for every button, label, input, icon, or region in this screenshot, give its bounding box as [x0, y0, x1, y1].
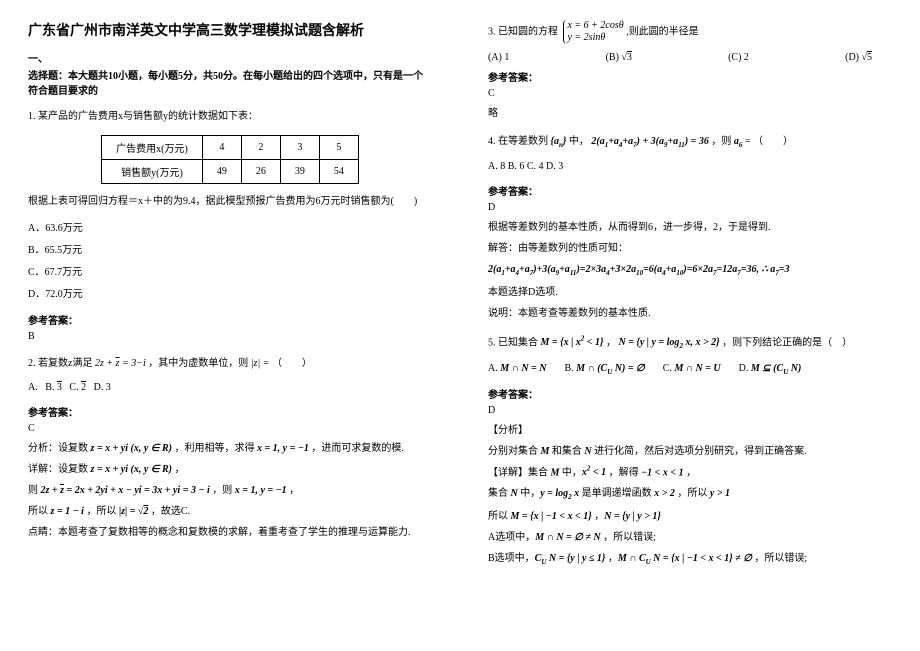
q3-stem: 3. 已知圆的方程 x = 6 + 2cosθ y = 2sinθ ,则此圆的半… — [488, 20, 892, 44]
q4-stem-a: 4. 在等差数列 {an} 中， — [488, 136, 589, 147]
q2-expl2-a: 详解：设复数 — [28, 464, 91, 475]
q2-stem-b: ，其中为虚数单位，则 — [148, 358, 251, 369]
table-cell: 3 — [280, 136, 319, 160]
q2-expl4: 所以 z = 1 − i ，所以 |z| = √2 ，故选C. — [28, 503, 432, 520]
q2-expl2: 详解：设复数 z = x + yi (x, y ∈ R) ， — [28, 461, 432, 478]
q5-opt-a: A. M ∩ N = N — [488, 361, 546, 378]
q3-stem-a: 3. 已知圆的方程 — [488, 26, 561, 37]
q3-answer-label: 参考答案： — [488, 69, 892, 84]
q3-opt-a: (A) 1 — [488, 52, 509, 63]
q2-expl5: 点睛：本题考查了复数相等的概念和复数模的求解，着重考查了学生的推理与运算能力. — [28, 524, 432, 541]
q5-expl1: 分别对集合 M 和集合 N 进行化简，然后对选项分别研究，得到正确答案. — [488, 443, 892, 460]
table-cell: 2 — [241, 136, 280, 160]
q5-c1: ， — [606, 337, 616, 348]
q4-options: A. 8 B. 6 C. 4 D. 3 — [488, 159, 892, 175]
q2-expl1-eq: z = x + yi (x, y ∈ R) — [91, 443, 172, 454]
table-cell: 39 — [280, 160, 319, 184]
q5-options: A. M ∩ N = N B. M ∩ (CU N) = ∅ C. M ∩ N … — [488, 361, 892, 378]
q2-expl2-b: ， — [174, 464, 184, 475]
q5-expl3: 所以 M = {x | −1 < x < 1} ，N = {y | y > 1} — [488, 508, 892, 525]
q4-stem-b: ，则 a6 = （ ） — [711, 136, 793, 147]
q2-expl2-eq: z = x + yi (x, y ∈ R) — [91, 464, 172, 475]
q5-answer-label: 参考答案： — [488, 386, 892, 401]
q5-expl-tag1: 【分析】 — [488, 422, 892, 439]
q4-expl2: 解答：由等差数列的性质可知： — [488, 240, 892, 257]
q5-stem: 5. 已知集合 M = {x | x2 < 1} ， N = {y | y = … — [488, 334, 892, 353]
q5-setm: M = {x | x2 < 1} — [541, 337, 604, 348]
table-cell: 54 — [319, 160, 358, 184]
q1-opt-d: D．72.0万元 — [28, 284, 432, 306]
q4-answer: D — [488, 202, 892, 213]
page-title: 广东省广州市南洋英文中学高三数学理模拟试题含解析 — [28, 20, 432, 40]
q2-expl1-b: ，利用相等，求得 x = 1, y = −1 ，进而可求复数的模. — [174, 443, 403, 454]
q4-answer-label: 参考答案： — [488, 183, 892, 198]
q1-table: 广告费用x(万元) 4 2 3 5 销售额y(万元) 49 26 39 54 — [101, 135, 359, 184]
q1-opt-b: B．65.5万元 — [28, 240, 432, 262]
table-cell: 4 — [202, 136, 241, 160]
q4-eq: 2(a1+a4+a7) + 3(a9+a11) = 36 — [591, 136, 708, 147]
q2-expl1-a: 分析：设复数 — [28, 443, 91, 454]
q3-opt-d: (D) √5 — [845, 52, 872, 63]
q3-slight: 略 — [488, 105, 892, 122]
q3-stem-b: ,则此圆的半径是 — [626, 26, 699, 37]
q2-eq1: 2z + z = 3−i — [95, 358, 146, 369]
section-one-instruction: 选择题：本大题共10小题，每小题5分，共50分。在每小题给出的四个选项中，只有是… — [28, 69, 432, 99]
q5-expl2: 集合 N 中，y = log2 x 是单调递增函数 x > 2 ，所以 y > … — [488, 485, 892, 504]
q3-answer: C — [488, 88, 892, 99]
table-cell: 销售额y(万元) — [102, 160, 203, 184]
q5-expl-tag2: 【详解】集合 M 中，x2 < 1 ，解得 −1 < x < 1 ， — [488, 464, 892, 481]
table-cell: 26 — [241, 160, 280, 184]
q5-expl5: B选项中，CU N = {y | y ≤ 1} ，M ∩ CU N = {x |… — [488, 550, 892, 569]
q5-answer: D — [488, 405, 892, 416]
q4-expl1: 根据等差数列的基本性质，从而得到6，进一步得，2，于是得到. — [488, 219, 892, 236]
q1-opt-a: A．63.6万元 — [28, 218, 432, 240]
table-cell: 5 — [319, 136, 358, 160]
q2-stem: 2. 若复数z满足 2z + z = 3−i ，其中为虚数单位，则 |z| = … — [28, 356, 432, 372]
q1-stem: 1. 某产品的广告费用x与销售额y的统计数据如下表： — [28, 109, 432, 125]
table-cell: 广告费用x(万元) — [102, 136, 203, 160]
q2-expl3: 则 2z + z = 2x + 2yi + x − yi = 3x + yi =… — [28, 482, 432, 499]
q1-opt-c: C．67.7万元 — [28, 262, 432, 284]
q1-answer-label: 参考答案： — [28, 312, 432, 327]
q3-opt-b: (B) √3 — [606, 52, 632, 63]
q2-eq2: |z| = — [251, 358, 270, 369]
q5-setn: N = {y | y = log2 x, x > 2} — [618, 337, 719, 348]
q1-aftertable: 根据上表可得回归方程＝x＋中的为9.4，据此模型预报广告费用为6万元时销售额为(… — [28, 194, 432, 210]
q5-expl4: A选项中，M ∩ N = ∅ ≠ N ，所以错误; — [488, 529, 892, 546]
section-one-label: 一、 — [28, 50, 432, 65]
q4-expl5: 说明：本题考查等差数列的基本性质. — [488, 305, 892, 322]
q3-param-eq: x = 6 + 2cosθ y = 2sinθ — [563, 20, 624, 44]
q2-answer: C — [28, 423, 432, 434]
q5-stem-a: 5. 已知集合 — [488, 337, 541, 348]
q5-stem-b: ，则下列结论正确的是（ ） — [722, 337, 852, 348]
q5-opt-d: D. M ⊆ (CU N) — [739, 361, 802, 378]
q5-opt-b: B. M ∩ (CU N) = ∅ — [564, 361, 644, 378]
q1-options: A．63.6万元 B．65.5万元 C．67.7万元 D．72.0万元 — [28, 218, 432, 306]
q3-eq-x: x = 6 + 2cosθ — [568, 20, 624, 31]
table-cell: 49 — [202, 160, 241, 184]
q4-expl3: 2(a1+a4+a7)+3(a9+a11)=2×3a4+3×2a10=6(a4+… — [488, 261, 892, 280]
q2-stem-c: （ ） — [272, 358, 312, 369]
q2-options: A. B. 3 C. 2 D. 3 — [28, 380, 432, 396]
q1-answer: B — [28, 331, 432, 342]
q2-expl1: 分析：设复数 z = x + yi (x, y ∈ R) ，利用相等，求得 x … — [28, 440, 432, 457]
q2-stem-a: 2. 若复数z满足 — [28, 358, 95, 369]
q4-expl4: 本题选择D选项. — [488, 284, 892, 301]
q3-options: (A) 1 (B) √3 (C) 2 (D) √5 — [488, 52, 892, 63]
q3-opt-c: (C) 2 — [728, 52, 749, 63]
q5-opt-c: C. M ∩ N = U — [663, 361, 721, 378]
q2-answer-label: 参考答案： — [28, 404, 432, 419]
q3-eq-y: y = 2sinθ — [568, 32, 606, 43]
q4-stem: 4. 在等差数列 {an} 中， 2(a1+a4+a7) + 3(a9+a11)… — [488, 134, 892, 151]
